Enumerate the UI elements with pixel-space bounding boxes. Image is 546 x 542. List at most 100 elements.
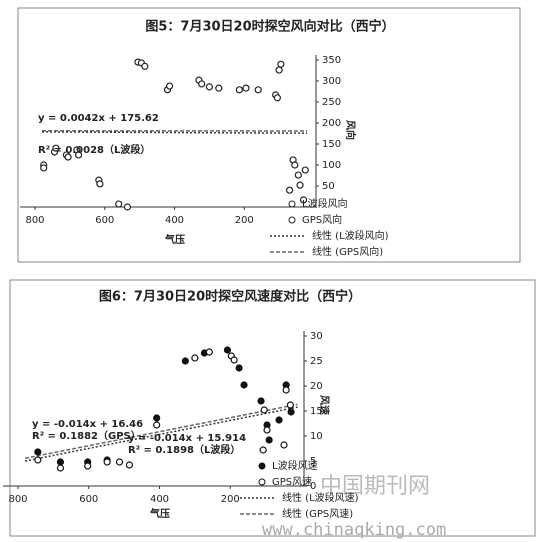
data-point — [240, 381, 248, 389]
y-tick-label: 0 — [310, 481, 316, 492]
y-tick-label: 150 — [322, 139, 341, 150]
data-point — [286, 401, 294, 409]
annotation: R² = 0.1898（L波段） — [128, 443, 240, 456]
data-point — [205, 83, 213, 91]
x-tick-label: 400 — [150, 494, 169, 505]
y-tick-label: 20 — [310, 381, 323, 392]
annotation: R² = 0.0028（L波段） — [38, 143, 150, 156]
y-tick-label: 30 — [310, 331, 323, 342]
data-point — [235, 364, 243, 372]
y-tick-label: 50 — [322, 181, 335, 192]
legend-label: L波段风向 — [302, 197, 348, 210]
data-point — [215, 84, 223, 92]
data-point — [291, 161, 299, 169]
data-point — [181, 357, 189, 365]
trend-line — [41, 131, 308, 134]
data-point — [96, 180, 104, 188]
annotation: y = -0.014x + 15.914 — [128, 433, 246, 444]
data-point — [287, 408, 295, 416]
data-point — [277, 60, 285, 68]
data-point — [235, 86, 243, 94]
watermark: www.chinaqking.com — [262, 520, 446, 540]
x-tick-label: 200 — [221, 494, 240, 505]
data-point — [123, 203, 132, 211]
data-point — [205, 348, 213, 356]
legend-marker — [288, 216, 296, 224]
legend-label: 线性 (GPS风速) — [282, 507, 353, 520]
legend-marker — [258, 478, 266, 486]
annotation: y = -0.014x + 16.46 — [32, 419, 143, 430]
data-point — [115, 458, 124, 466]
data-point — [34, 448, 42, 456]
chart-frame — [9, 279, 536, 537]
data-point — [141, 62, 149, 70]
data-point — [115, 200, 123, 208]
data-point — [263, 426, 271, 434]
data-point — [198, 80, 206, 88]
data-point — [84, 462, 92, 470]
y-axis-title: 风向 — [344, 120, 357, 140]
x-tick-label: 800 — [8, 494, 27, 505]
legend-label: L波段风速 — [272, 459, 318, 472]
y-tick-label: 100 — [322, 160, 341, 171]
y-tick-label: 300 — [322, 76, 341, 87]
legend-marker — [288, 200, 296, 208]
data-point — [273, 94, 281, 102]
legend-label: 线性 (L波段风速) — [282, 491, 359, 504]
x-tick-label: 800 — [25, 215, 44, 226]
data-point — [257, 397, 265, 405]
annotation: R² = 0.1882（GPS） — [32, 429, 141, 442]
x-tick-label: 600 — [95, 215, 114, 226]
annotation: y = 0.0042x + 175.62 — [38, 113, 159, 124]
y-tick-label: 10 — [310, 431, 323, 442]
data-point — [260, 406, 268, 414]
data-point — [166, 82, 174, 90]
chart-frame — [17, 7, 521, 263]
data-point — [242, 84, 250, 92]
data-point — [191, 354, 199, 362]
x-tick-label: 200 — [235, 215, 254, 226]
data-point — [296, 181, 304, 189]
y-tick-label: 250 — [322, 97, 341, 108]
data-point — [230, 356, 238, 364]
data-point — [282, 386, 290, 394]
trend-line — [24, 403, 298, 460]
data-point — [56, 458, 65, 466]
x-axis-title: 气压 — [164, 233, 185, 246]
data-point — [265, 436, 273, 444]
legend-label: GPS风速 — [272, 476, 312, 488]
data-point — [40, 164, 48, 172]
chart-title: 图5：7月30日20时探空风向对比（西宁） — [145, 19, 394, 35]
data-point — [34, 456, 42, 464]
y-tick-label: 200 — [322, 118, 341, 129]
y-tick-label: 15 — [310, 406, 323, 417]
x-tick-label: 600 — [79, 494, 98, 505]
data-point — [64, 153, 72, 161]
data-point — [103, 458, 111, 466]
data-point — [153, 414, 161, 422]
data-point — [285, 186, 294, 194]
data-point — [294, 171, 302, 179]
legend-label: 线性 (GPS风向) — [312, 245, 383, 258]
data-point — [275, 66, 283, 74]
data-point — [301, 166, 309, 174]
legend-label: 线性 (L波段风向) — [312, 229, 389, 242]
x-axis-title: 气压 — [149, 507, 170, 520]
x-tick-label: 400 — [165, 215, 184, 226]
data-point — [280, 441, 288, 449]
data-point — [223, 346, 232, 354]
data-point — [52, 144, 60, 152]
y-axis-title: 风速 — [318, 395, 331, 415]
data-point — [299, 196, 308, 204]
watermark: 中国期刊网 — [320, 474, 430, 499]
data-point — [153, 421, 161, 429]
y-tick-label: 350 — [322, 55, 341, 66]
data-point — [74, 151, 83, 159]
chart-title: 图6：7月30日20时探空风速度对比（西宁） — [99, 289, 361, 305]
y-tick-label: 25 — [310, 356, 323, 367]
legend-label: GPS风向 — [302, 213, 342, 226]
data-point — [259, 446, 267, 454]
data-point — [125, 461, 134, 469]
legend-marker — [258, 462, 266, 470]
